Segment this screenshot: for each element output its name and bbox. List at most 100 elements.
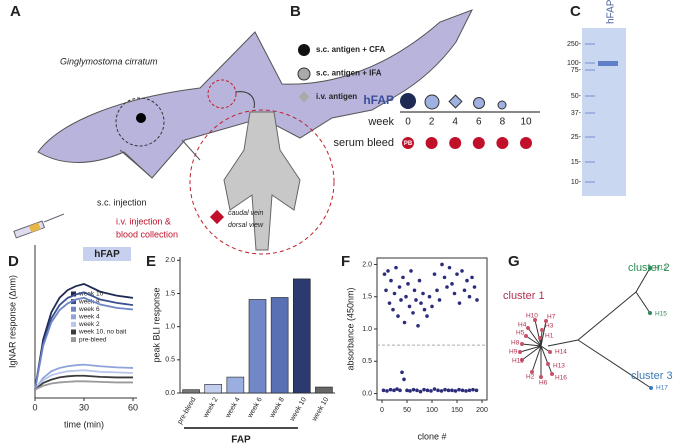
point <box>382 272 387 276</box>
shark-body <box>37 9 474 179</box>
dose-marker <box>424 94 440 110</box>
point <box>417 278 422 283</box>
y-axis-label: IgNAR response (Δnm) <box>7 275 17 368</box>
x-tick-label: 0 <box>380 407 384 414</box>
point <box>415 388 419 393</box>
y-tick-label: 1.0 <box>362 326 372 333</box>
point <box>472 285 477 289</box>
legend-label: week 6 <box>78 306 100 313</box>
point <box>402 320 407 325</box>
week-number: 10 <box>520 117 532 128</box>
x-tick-label: pre-bleed <box>177 396 198 425</box>
point <box>432 387 437 391</box>
legend-cfa <box>298 44 310 56</box>
x-tick-label: 200 <box>476 407 488 414</box>
point <box>419 301 423 305</box>
annotation: hFAP <box>94 249 120 260</box>
point <box>452 291 457 296</box>
y-tick-label: 1.5 <box>362 294 372 301</box>
ladder-label: 100- <box>567 60 582 67</box>
bleed-dot <box>520 137 532 149</box>
point <box>464 389 468 393</box>
week-number: 8 <box>500 117 506 128</box>
point <box>405 388 409 393</box>
point <box>430 304 434 309</box>
leaf-label: H7 <box>547 314 556 321</box>
leaf-label: H1 <box>545 333 554 340</box>
point <box>414 298 418 302</box>
curve <box>34 374 133 391</box>
point <box>447 265 452 270</box>
iv-site-circle <box>207 79 237 109</box>
ladder-label: 250- <box>567 41 582 48</box>
bleed-dot <box>402 137 414 149</box>
leaf-label: H2 <box>526 374 535 381</box>
y-tick-label: 0.5 <box>362 358 372 365</box>
y-axis-label: peak BLI response <box>151 287 161 362</box>
legend-swatch <box>71 337 76 343</box>
gel-band <box>598 61 618 66</box>
curve <box>34 282 134 390</box>
shark-illustration <box>13 9 474 255</box>
point <box>422 387 426 392</box>
zoom-circle <box>189 109 335 255</box>
iv-diamond <box>209 209 225 225</box>
bleed-dot <box>496 137 509 149</box>
dose-marker <box>400 93 416 109</box>
group-label: FAP <box>231 435 251 446</box>
legend-swatch <box>71 306 76 312</box>
legend-label: week 8 <box>78 298 100 305</box>
x-tick-label: 60 <box>128 402 138 412</box>
leaf-label: H8 <box>511 340 520 347</box>
x-tick-label: week 8 <box>268 396 286 420</box>
tree-node <box>648 266 652 270</box>
legend-label: week 2 <box>78 321 100 328</box>
leaf-label: H16 <box>555 375 567 382</box>
ladder-band <box>585 69 595 71</box>
point <box>407 304 412 309</box>
ladder-label: 10- <box>571 179 582 186</box>
curve <box>34 380 133 391</box>
point <box>397 285 402 289</box>
point <box>470 275 474 280</box>
sc-dot <box>136 113 146 123</box>
ladder-band <box>585 95 595 97</box>
legend-swatch <box>71 321 76 327</box>
point <box>400 370 404 375</box>
dose-marker <box>448 94 463 109</box>
curve <box>34 291 134 390</box>
point <box>465 278 469 283</box>
point <box>384 288 388 293</box>
y-tick-label: 1.5 <box>165 290 175 297</box>
ladder-label: 75- <box>571 67 582 74</box>
shark-fin-lines <box>119 139 201 177</box>
week-label: week <box>367 116 394 128</box>
point <box>474 388 479 393</box>
point <box>408 389 412 393</box>
x-tick-label: week 6 <box>246 396 264 420</box>
tree-nodes <box>518 318 554 379</box>
x-tick-label: week 2 <box>202 396 220 420</box>
tree-node <box>649 386 653 390</box>
legend-ifa <box>297 67 311 81</box>
point <box>389 278 393 283</box>
point <box>394 265 398 270</box>
point <box>445 285 449 289</box>
point <box>453 389 458 393</box>
point <box>396 314 400 318</box>
point <box>442 275 447 280</box>
sc-label: s.c. injection <box>97 197 147 207</box>
x-tick-label: 50 <box>403 407 411 414</box>
ladder-band <box>585 43 595 45</box>
point <box>412 288 417 293</box>
leaf-label: H14 <box>555 349 567 356</box>
x-tick-label: week 4 <box>224 396 242 420</box>
legend-label: pre-bleed <box>79 336 107 343</box>
sc-site-circle <box>115 97 165 147</box>
point <box>401 275 405 280</box>
y-tick-label: 0.5 <box>165 357 175 364</box>
y-tick-label: 1.0 <box>165 324 175 331</box>
curve <box>34 296 134 390</box>
x-tick-label: 30 <box>79 402 89 412</box>
bar <box>292 278 311 394</box>
